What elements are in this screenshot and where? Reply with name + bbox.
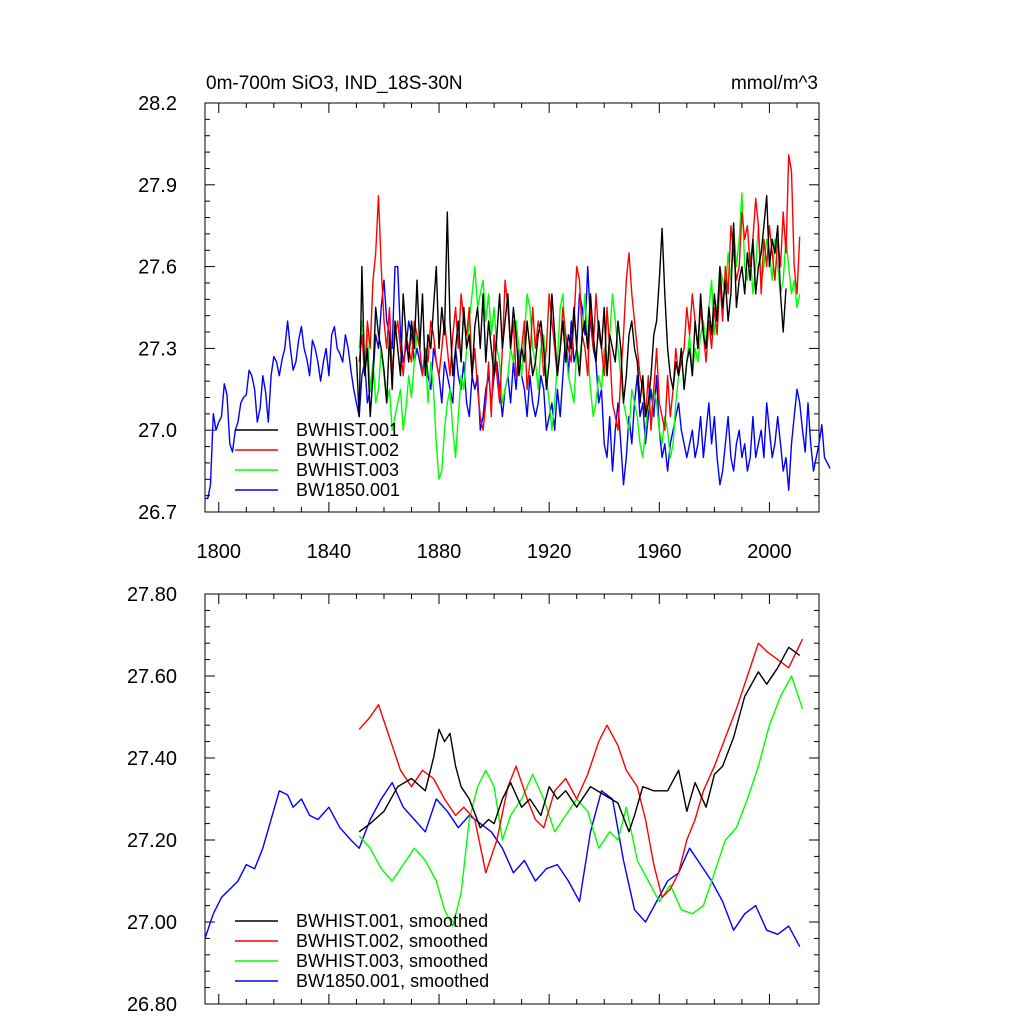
bottom-series-line-3 (204, 781, 801, 947)
bottom-series-line-2 (358, 675, 804, 927)
top-series-group (205, 154, 831, 500)
bottom-ytick-label: 27.80 (127, 584, 177, 606)
top-xtick-label: 2000 (747, 541, 792, 563)
top-panel: 0m-700m SiO3, IND_18S-30N mmol/m^3 26.72… (138, 73, 831, 563)
top-ytick-label: 27.3 (138, 338, 177, 360)
top-ytick-label: 26.7 (138, 502, 177, 524)
bottom-series-line-0 (358, 646, 801, 833)
top-chart-title: 0m-700m SiO3, IND_18S-30N (206, 73, 463, 94)
top-xtick-label: 1800 (197, 541, 242, 563)
top-xtick-label: 1880 (417, 541, 462, 563)
top-series-line-1 (358, 154, 801, 431)
bottom-ytick-label: 26.80 (127, 994, 177, 1016)
top-xtick-label: 1920 (527, 541, 572, 563)
bottom-legend-label-0: BWHIST.001, smoothed (296, 911, 488, 931)
bottom-series-line-1 (358, 638, 804, 899)
top-ytick-label: 28.2 (138, 93, 177, 115)
bottom-axis-ticks: 26.80 27.00 27.20 27.40 27.60 27.80 (127, 584, 819, 1016)
bottom-ytick-label: 27.20 (127, 830, 177, 852)
top-ytick-label: 27.9 (138, 175, 177, 197)
top-legend-label-2: BWHIST.003 (296, 460, 399, 480)
bottom-series-group (204, 638, 804, 947)
bottom-plot-frame (204, 593, 820, 1005)
bottom-legend-label-3: BW1850.001, smoothed (296, 971, 489, 991)
top-units-label: mmol/m^3 (731, 73, 818, 94)
bottom-ytick-label: 27.00 (127, 912, 177, 934)
top-axis-ticks: 26.7 27.0 27.3 27.6 27.9 28.2 1800 1840 1880 1920… (138, 93, 819, 563)
top-ytick-label: 27.6 (138, 257, 177, 279)
bottom-legend-label-2: BWHIST.003, smoothed (296, 951, 488, 971)
top-ytick-label: 27.0 (138, 420, 177, 442)
bottom-ytick-label: 27.60 (127, 666, 177, 688)
top-series-line-0 (355, 194, 787, 418)
bottom-ytick-label: 27.40 (127, 748, 177, 770)
top-legend-label-0: BWHIST.001 (296, 420, 399, 440)
top-plot-frame (204, 102, 820, 513)
top-xtick-label: 1960 (637, 541, 682, 563)
bottom-legend-label-1: BWHIST.002, smoothed (296, 931, 488, 951)
top-legend-label-1: BWHIST.002 (296, 440, 399, 460)
top-legend-label-3: BW1850.001 (296, 480, 400, 500)
bottom-panel: 26.80 27.00 27.20 27.40 27.60 27.80 BWHIST.00… (127, 584, 820, 1016)
top-xtick-label: 1840 (307, 541, 352, 563)
